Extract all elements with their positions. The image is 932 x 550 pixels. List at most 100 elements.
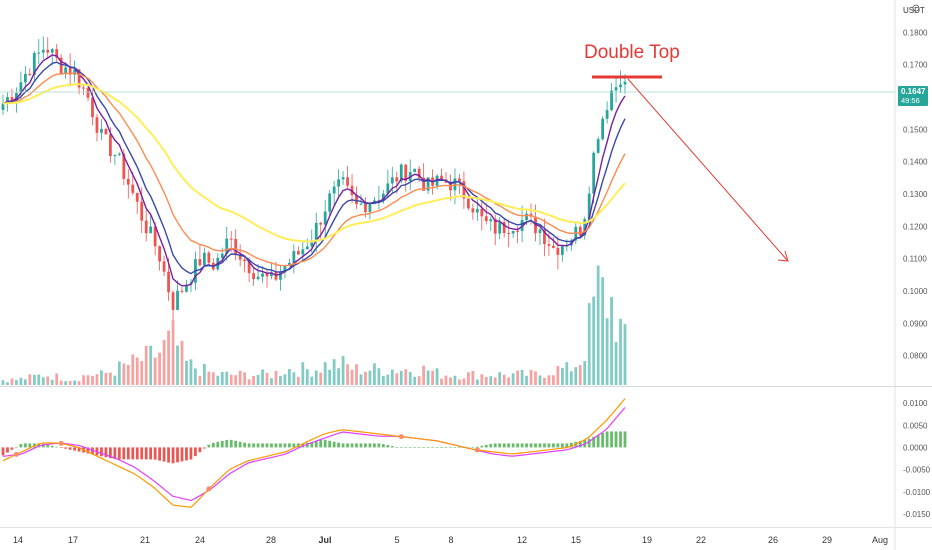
price-axis[interactable]: 0.18000.17000.16000.15000.14000.13000.12… bbox=[903, 28, 928, 360]
price-tick-label: 0.0900 bbox=[903, 319, 928, 328]
macd-histogram-bar bbox=[46, 444, 50, 448]
candle-body bbox=[261, 273, 264, 277]
volume-bar bbox=[288, 368, 291, 385]
macd-histogram-bar bbox=[489, 443, 493, 448]
volume-bar bbox=[480, 374, 484, 385]
time-tick-label: Jul bbox=[318, 535, 331, 545]
macd-axis[interactable]: 0.0100 0.0050 0.0000 -0.0050 -0.0100 -0.0150 bbox=[903, 399, 931, 519]
volume-bar bbox=[202, 363, 206, 385]
volume-bar bbox=[525, 375, 528, 385]
macd-histogram-bar bbox=[229, 439, 233, 448]
volume-bar bbox=[176, 345, 179, 385]
macd-histogram-bar bbox=[359, 443, 363, 448]
volume-bar bbox=[95, 374, 99, 385]
macd-histogram-bar bbox=[547, 443, 551, 448]
volume-bar bbox=[256, 374, 260, 385]
time-tick-label: 8 bbox=[448, 535, 453, 545]
volume-bar bbox=[10, 378, 14, 385]
candle-body bbox=[368, 204, 372, 212]
candle-body bbox=[100, 128, 103, 133]
volume-bar bbox=[46, 376, 50, 385]
volume-bar bbox=[381, 375, 385, 385]
candle-body bbox=[493, 219, 497, 234]
projection-arrow-line[interactable] bbox=[627, 78, 788, 261]
candle-body bbox=[46, 49, 50, 53]
candle-body bbox=[117, 153, 121, 155]
volume-bar bbox=[220, 371, 224, 385]
candle-body bbox=[288, 262, 291, 267]
volume-bar bbox=[301, 362, 305, 385]
volume-bar bbox=[117, 361, 121, 385]
macd-cross-marker bbox=[206, 486, 212, 492]
candle-body bbox=[28, 73, 32, 76]
candle-body bbox=[225, 238, 229, 254]
macd-histogram-bar bbox=[560, 443, 564, 448]
macd-histogram-bar bbox=[422, 447, 426, 449]
candle-body bbox=[364, 203, 367, 212]
macd-histogram-bar bbox=[131, 447, 135, 460]
candle-body bbox=[440, 175, 443, 180]
volume-bar bbox=[368, 370, 372, 385]
candle-body bbox=[126, 178, 130, 185]
candle-body bbox=[355, 195, 358, 205]
price-tick-label: 0.1100 bbox=[903, 255, 927, 264]
volume-bar bbox=[189, 359, 193, 385]
candle-body bbox=[310, 240, 314, 247]
double-top-label: Double Top bbox=[584, 42, 680, 63]
volume-bar bbox=[601, 277, 605, 385]
candle-body bbox=[458, 178, 461, 182]
volume-bar bbox=[59, 380, 63, 385]
macd-histogram-bar bbox=[404, 447, 408, 449]
macd-tick-label: 0.0050 bbox=[903, 421, 928, 430]
macd-histogram-bar bbox=[605, 431, 609, 448]
candle-body bbox=[220, 253, 224, 259]
volume-bar bbox=[243, 372, 247, 385]
candle-body bbox=[596, 139, 600, 153]
ma-long-line bbox=[2, 83, 626, 243]
volume-bar bbox=[560, 368, 564, 385]
candle-body bbox=[50, 49, 54, 53]
macd-histogram-bar bbox=[319, 440, 323, 448]
candle-body bbox=[578, 226, 582, 236]
volume-bar bbox=[15, 380, 18, 385]
volume-bar bbox=[50, 379, 54, 385]
volume-bar bbox=[534, 371, 537, 385]
volume-bar bbox=[100, 370, 103, 385]
macd-histogram-bar bbox=[194, 447, 197, 457]
volume-bar bbox=[167, 330, 170, 385]
volume-bar bbox=[440, 378, 443, 385]
macd-indicator bbox=[1, 398, 627, 508]
volume-bar bbox=[194, 368, 197, 385]
candle-body bbox=[104, 128, 108, 135]
volume-bar bbox=[462, 378, 466, 385]
candle-body bbox=[422, 177, 426, 191]
volume-bar bbox=[6, 382, 9, 385]
macd-histogram-bar bbox=[596, 434, 600, 448]
volume-bar bbox=[556, 365, 560, 385]
time-axis[interactable]: 14 17 21 24 28 Jul 5 8 12 15 19 22 26 29 Aug bbox=[13, 535, 888, 545]
macd-histogram-bar bbox=[323, 439, 327, 448]
macd-tick-label: -0.0150 bbox=[903, 510, 931, 519]
volume-bar bbox=[82, 375, 85, 385]
candle-body bbox=[610, 90, 613, 111]
candle-body bbox=[296, 251, 300, 255]
volume-bar bbox=[493, 377, 497, 385]
macd-histogram-bar bbox=[337, 442, 340, 448]
macd-histogram-bar bbox=[247, 443, 251, 448]
candle-body bbox=[77, 69, 81, 88]
candle-body bbox=[314, 222, 318, 241]
settings-icon[interactable] bbox=[912, 4, 920, 12]
candle-body bbox=[337, 179, 340, 187]
macd-histogram-bar bbox=[185, 447, 188, 461]
macd-histogram-bar bbox=[475, 446, 479, 448]
candle-body bbox=[466, 198, 470, 209]
macd-histogram-bar bbox=[23, 443, 27, 448]
volume-bar bbox=[605, 318, 609, 385]
volume-bar bbox=[265, 372, 269, 385]
volume-bar bbox=[292, 372, 296, 385]
candle-body bbox=[144, 220, 148, 234]
volume-bar bbox=[373, 363, 376, 385]
candle-body bbox=[41, 49, 45, 53]
candle-body bbox=[95, 117, 99, 133]
